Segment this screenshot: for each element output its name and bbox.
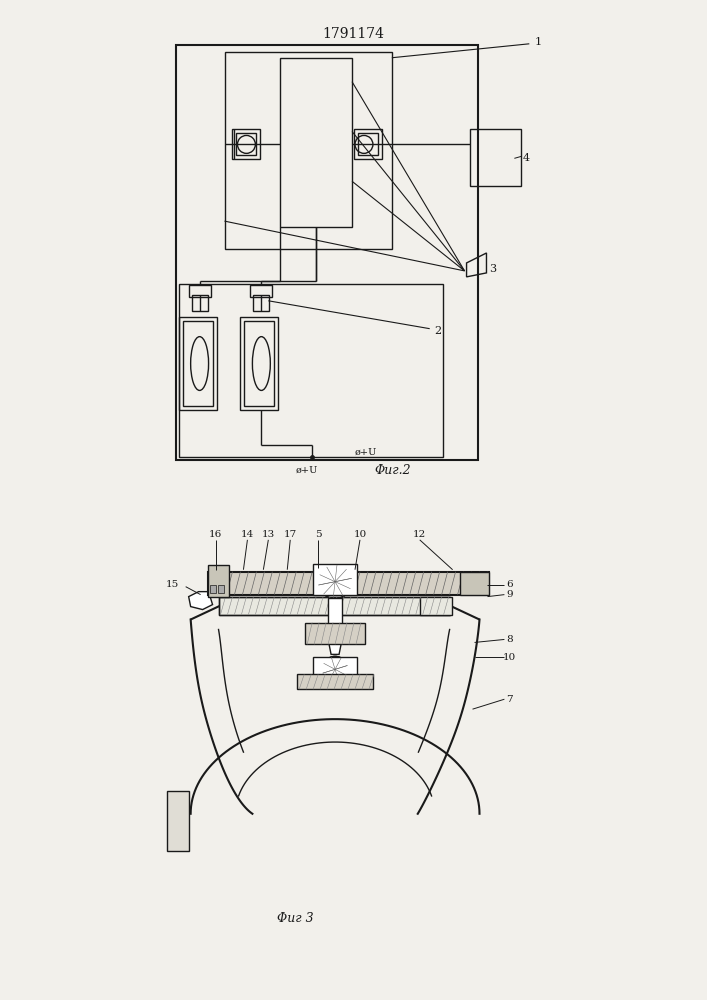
Text: 1: 1 [534,37,542,47]
Bar [208,572,489,595]
Text: 10: 10 [354,530,367,539]
Bar [218,585,223,593]
Bar [209,585,216,593]
Bar [218,597,450,615]
Bar [218,597,450,615]
Bar [420,597,452,615]
Bar [225,52,392,249]
Text: 12: 12 [413,530,426,539]
Bar [280,58,352,227]
Bar [240,317,279,410]
Circle shape [318,565,352,599]
Bar [253,295,269,311]
Bar [313,564,357,595]
Text: 2: 2 [435,326,442,336]
Polygon shape [189,592,213,610]
Text: 13: 13 [262,530,275,539]
Bar [328,598,342,639]
Bar [358,133,378,155]
Text: 4: 4 [522,153,530,163]
Text: 8: 8 [506,635,513,644]
Bar [250,285,272,297]
Bar [469,129,521,186]
Bar [236,133,257,155]
Bar [233,129,260,159]
Text: ø+U: ø+U [355,448,378,457]
Text: Φиг.2: Φиг.2 [375,464,411,477]
Bar [167,791,189,851]
Text: 5: 5 [315,530,322,539]
Circle shape [322,656,348,682]
Text: 6: 6 [506,580,513,589]
Bar [179,317,216,410]
Bar [354,129,382,159]
Bar [179,284,443,457]
Bar [245,321,274,406]
Bar [189,285,211,297]
Bar [305,623,365,644]
Text: 16: 16 [209,530,222,539]
Bar [182,321,213,406]
Text: 15: 15 [166,580,180,589]
Bar [192,295,208,311]
Text: Φиг 3: Φиг 3 [277,912,313,925]
Text: 14: 14 [241,530,254,539]
Text: 9: 9 [506,590,513,599]
Polygon shape [328,639,342,654]
Text: 1791174: 1791174 [322,27,384,41]
Text: 3: 3 [489,264,496,274]
Bar [208,565,230,597]
Text: 10: 10 [503,653,516,662]
Bar [297,674,373,689]
Bar [313,657,357,685]
Bar [176,45,477,460]
Text: 17: 17 [284,530,297,539]
Bar [460,572,489,595]
Text: 7: 7 [506,695,513,704]
Text: ø+U: ø+U [296,466,317,475]
